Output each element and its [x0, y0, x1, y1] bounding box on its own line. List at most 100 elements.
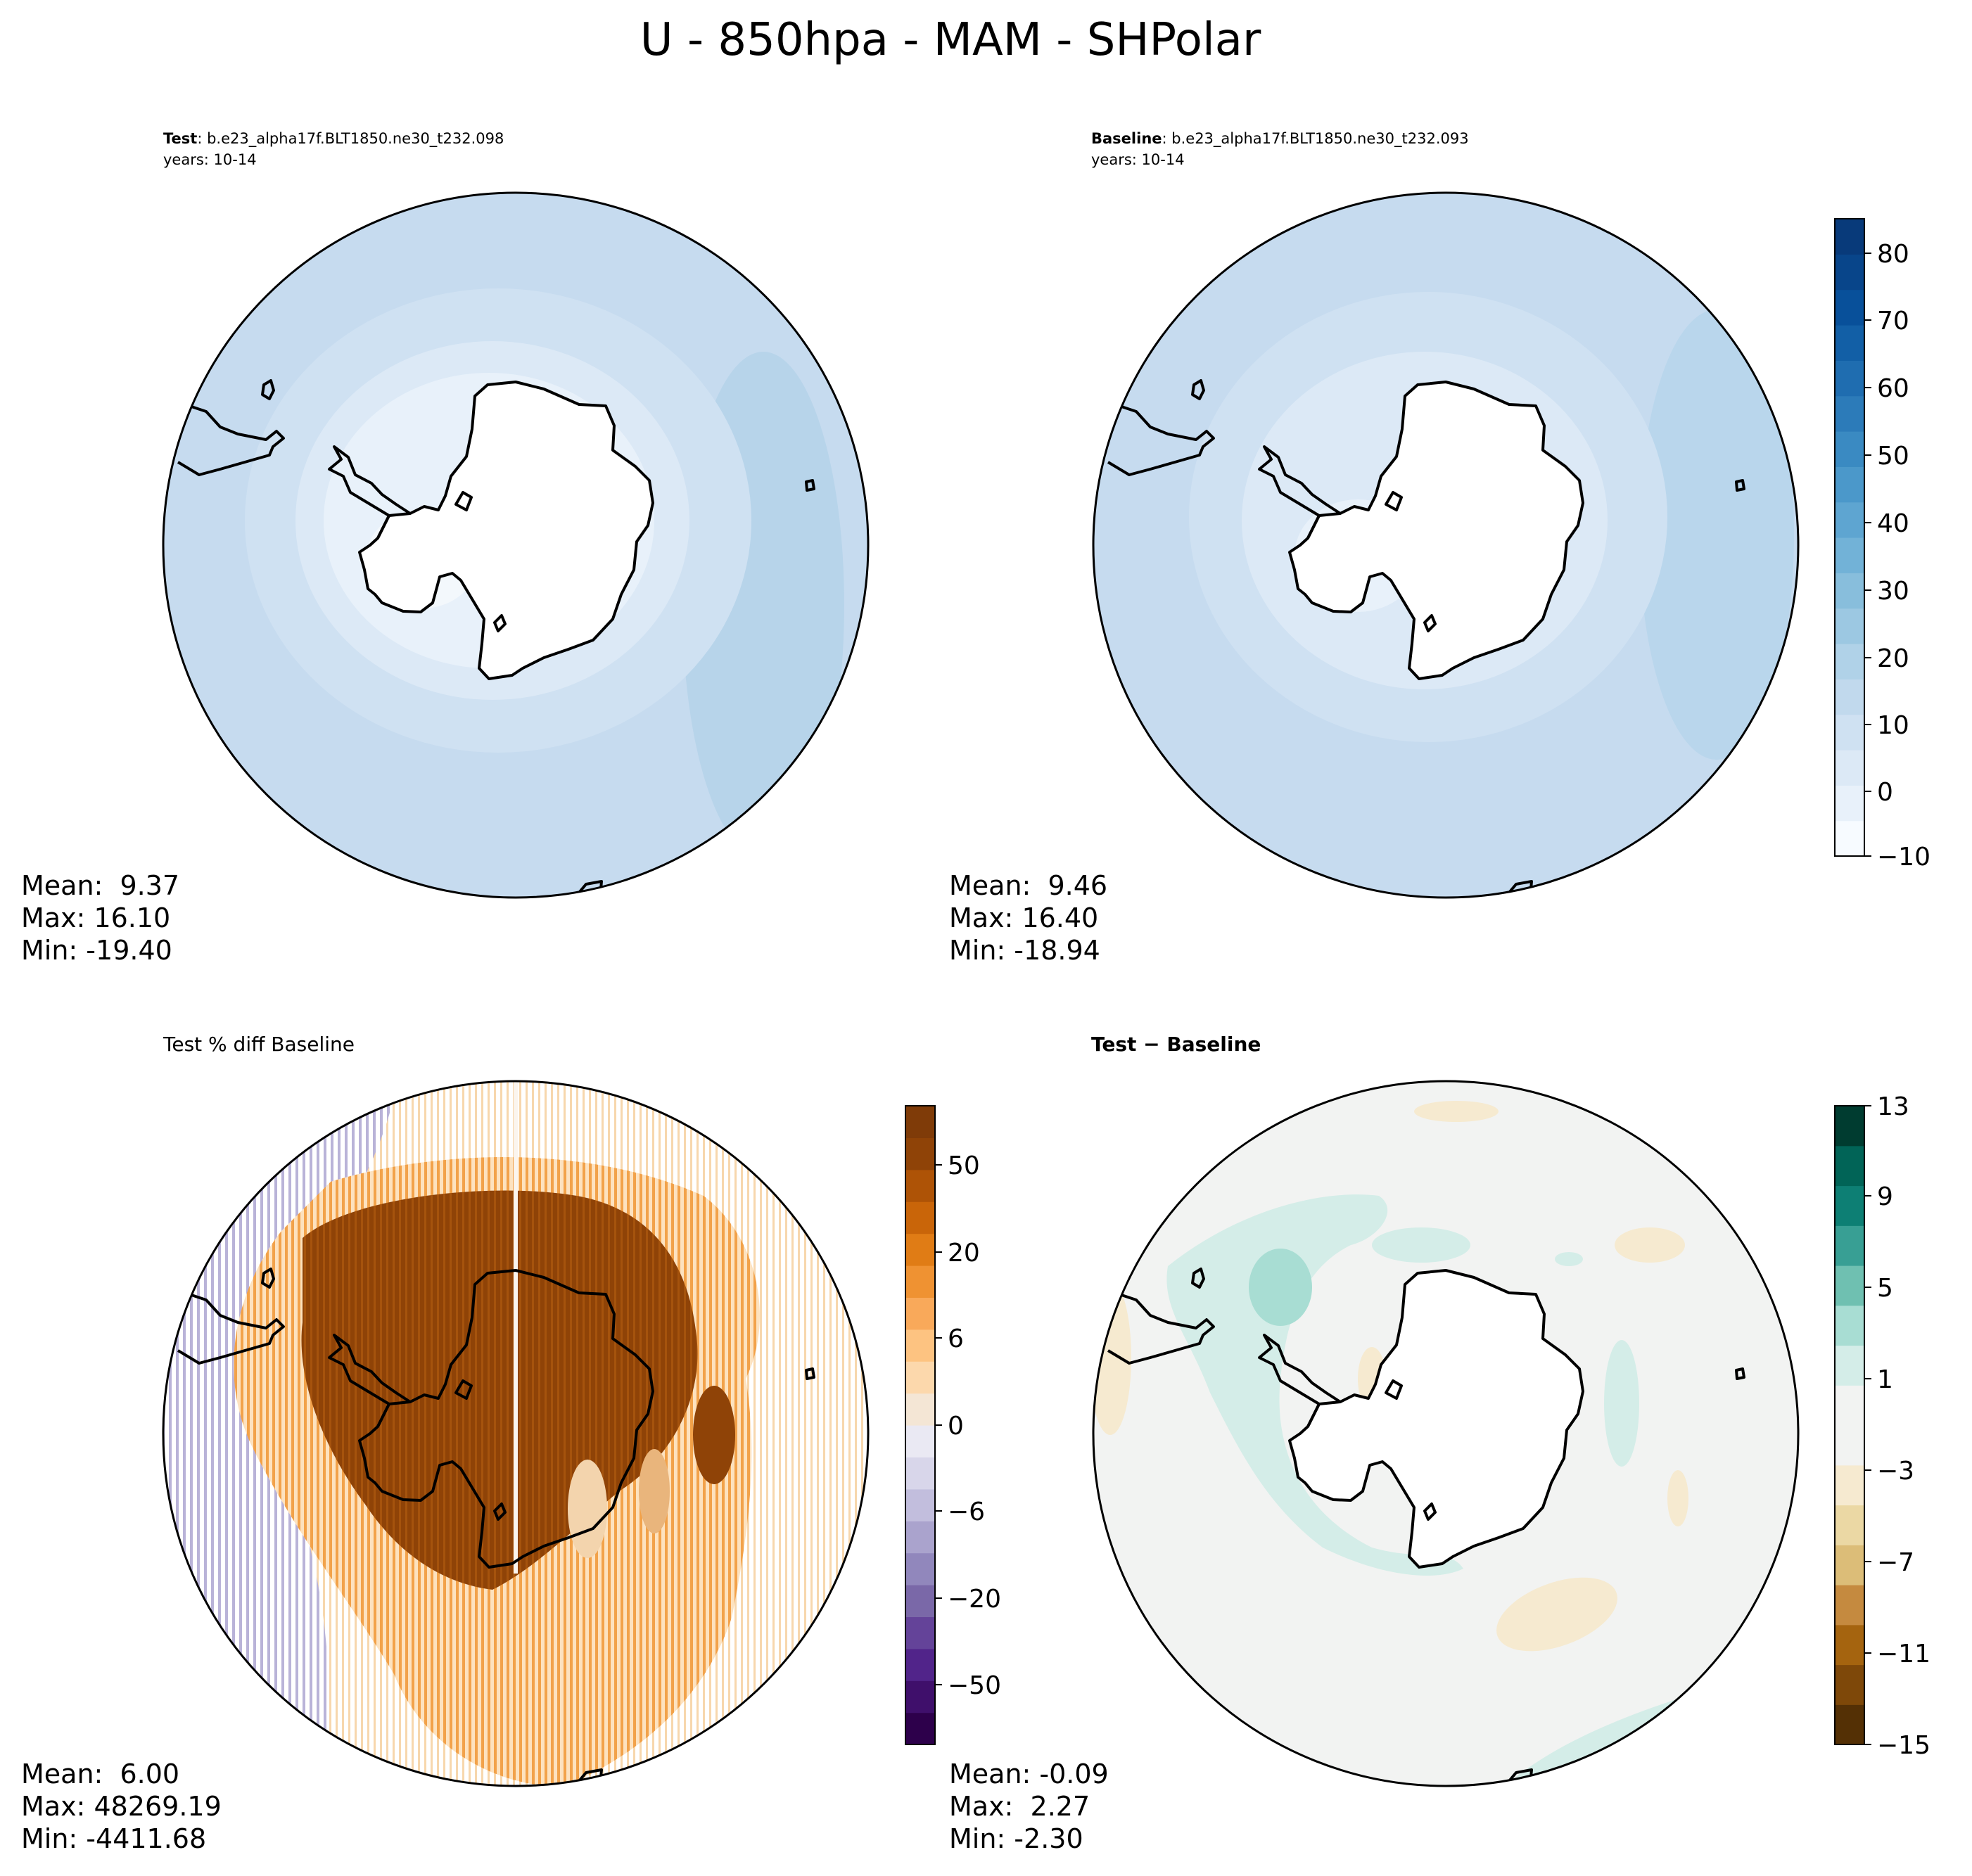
colorbar-field-swatch — [1835, 254, 1864, 291]
stats-test-mean: Mean: 9.37 — [21, 870, 179, 901]
panel-test-subtitle: years: 10-14 — [163, 151, 257, 168]
colorbar-diff-tick-label: 13 — [1877, 1092, 1909, 1121]
colorbar-field-swatch — [1835, 360, 1864, 397]
colorbar-pctdiff-swatch — [905, 1712, 935, 1745]
colorbar-diff-tick-label: 9 — [1877, 1182, 1893, 1211]
panel-pctdiff: Test % diff Baseline Mean: 6.00 — [21, 1033, 870, 1854]
colorbar-pctdiff-swatch — [905, 1457, 935, 1490]
colorbar-diff-swatch — [1835, 1545, 1864, 1585]
colorbar-diff-swatch — [1835, 1106, 1864, 1147]
panel-baseline-title: Baseline: b.e23_alpha17f.BLT1850.ne30_t2… — [1091, 130, 1469, 148]
colorbar-field-swatch — [1835, 289, 1864, 326]
colorbar-pctdiff-swatch — [905, 1361, 935, 1394]
colorbar-diff-swatch — [1835, 1345, 1864, 1386]
panel-diff: Test − Baseline — [949, 1033, 1800, 1854]
colorbar-diff-swatch — [1835, 1585, 1864, 1626]
colorbar-pctdiff-swatch — [905, 1329, 935, 1362]
colorbar-pctdiff-swatch — [905, 1137, 935, 1170]
colorbar-field-swatch — [1835, 820, 1864, 857]
colorbar-diff-tick-label: −7 — [1877, 1548, 1914, 1577]
colorbar-field-swatch — [1835, 644, 1864, 679]
colorbar-field-swatch — [1835, 679, 1864, 715]
colorbar-field-tick-label: 60 — [1877, 374, 1909, 403]
colorbar-pctdiff-swatch — [905, 1169, 935, 1202]
colorbar-field-frame — [1834, 218, 1865, 857]
colorbar-field-tick-label: 70 — [1877, 307, 1909, 336]
colorbar-diff-tick-label: 5 — [1877, 1274, 1893, 1303]
colorbar-field-tick-label: 80 — [1877, 240, 1909, 269]
map-test-border — [162, 191, 870, 899]
colorbar-field-swatch — [1835, 537, 1864, 573]
stats-test-min: Min: -19.40 — [21, 935, 172, 966]
colorbar-field-tick-label: 50 — [1877, 442, 1909, 471]
colorbar-diff-swatch — [1835, 1624, 1864, 1666]
panel-pctdiff-title: Test % diff Baseline — [163, 1033, 355, 1056]
map-diff-border — [1092, 1080, 1800, 1787]
map-pctdiff — [163, 1081, 868, 1786]
colorbar-field-swatch — [1835, 608, 1864, 644]
colorbar-field-swatch — [1835, 466, 1864, 503]
stats-baseline-max: Max: 16.40 — [949, 902, 1098, 933]
colorbar-pctdiff-tick-label: −20 — [948, 1585, 1001, 1614]
colorbar-pctdiff-swatch — [905, 1648, 935, 1681]
colorbar-pctdiff-tick-label: 20 — [948, 1239, 980, 1268]
colorbar-diff-frame — [1834, 1105, 1865, 1745]
colorbar-diff-swatch — [1835, 1664, 1864, 1705]
colorbar-field-tick-label: 20 — [1877, 644, 1909, 673]
colorbar-field-swatch — [1835, 325, 1864, 361]
stats-pctdiff-max: Max: 48269.19 — [21, 1791, 222, 1822]
figure-title: U - 850hpa - MAM - SHPolar — [640, 14, 1261, 66]
colorbar-diff-tick-label: −3 — [1877, 1457, 1914, 1486]
panel-baseline: Baseline: b.e23_alpha17f.BLT1850.ne30_t2… — [949, 130, 1800, 966]
colorbar-pctdiff-swatch — [905, 1425, 935, 1457]
colorbar-diff-tick-label: −15 — [1877, 1731, 1930, 1760]
stats-diff-mean: Mean: -0.09 — [949, 1759, 1109, 1789]
colorbar-pctdiff-swatch — [905, 1488, 935, 1521]
colorbar-pctdiff-swatch — [905, 1680, 935, 1714]
stats-pctdiff-min: Min: -4411.68 — [21, 1823, 206, 1854]
colorbar-diff-swatch — [1835, 1305, 1864, 1346]
map-test — [163, 193, 868, 898]
colorbar-diff-swatch — [1835, 1185, 1864, 1226]
colorbar-pctdiff-swatch — [905, 1106, 935, 1138]
colorbar-pctdiff-swatch — [905, 1297, 935, 1330]
colorbar-field-swatch — [1835, 785, 1864, 822]
stats-pctdiff-mean: Mean: 6.00 — [21, 1759, 179, 1789]
colorbar-diff-tick-label: −11 — [1877, 1640, 1930, 1668]
colorbar-diff-swatch — [1835, 1145, 1864, 1187]
colorbar-pctdiff-swatch — [905, 1393, 935, 1426]
colorbar-pctdiff-tick-label: 6 — [948, 1325, 964, 1353]
colorbar-field-tick-label: 0 — [1877, 778, 1893, 807]
colorbar-diff-swatch — [1835, 1704, 1864, 1745]
colorbar-pctdiff-swatch — [905, 1616, 935, 1650]
stats-diff-min: Min: -2.30 — [949, 1823, 1083, 1854]
colorbar-pctdiff-swatch — [905, 1585, 935, 1617]
colorbar-pctdiff-tick-label: −50 — [948, 1671, 1001, 1700]
colorbar-field-swatch — [1835, 714, 1864, 751]
colorbar-field-swatch — [1835, 431, 1864, 467]
colorbar-field-swatch — [1835, 395, 1864, 432]
map-pctdiff-border — [162, 1080, 870, 1787]
colorbar-field-tick-label: 40 — [1877, 509, 1909, 538]
colorbar-field: 80 70 60 50 40 30 20 10 0 −10 — [1834, 218, 1930, 872]
colorbar-field-tick-label: 10 — [1877, 711, 1909, 740]
stats-baseline-mean: Mean: 9.46 — [949, 870, 1107, 901]
colorbar-diff-swatch — [1835, 1265, 1864, 1306]
colorbar-diff-tick-label: 1 — [1877, 1365, 1893, 1394]
colorbar-field-swatch — [1835, 219, 1864, 255]
colorbar-pctdiff-swatch — [905, 1521, 935, 1554]
panel-baseline-subtitle: years: 10-14 — [1091, 151, 1185, 168]
colorbar-pctdiff: 50 20 6 0 −6 −20 −50 — [905, 1105, 1001, 1745]
stats-diff-max: Max: 2.27 — [949, 1791, 1090, 1822]
colorbar-pctdiff-swatch — [905, 1552, 935, 1585]
colorbar-field-swatch — [1835, 502, 1864, 538]
panel-diff-title: Test − Baseline — [1091, 1033, 1261, 1056]
map-baseline — [1093, 193, 1798, 898]
colorbar-pctdiff-swatch — [905, 1201, 935, 1234]
colorbar-field-swatch — [1835, 573, 1864, 609]
colorbar-diff-swatch — [1835, 1505, 1864, 1545]
colorbar-pctdiff-tick-label: −6 — [948, 1498, 985, 1526]
colorbar-diff-swatch — [1835, 1225, 1864, 1266]
map-diff — [1093, 1081, 1798, 1786]
